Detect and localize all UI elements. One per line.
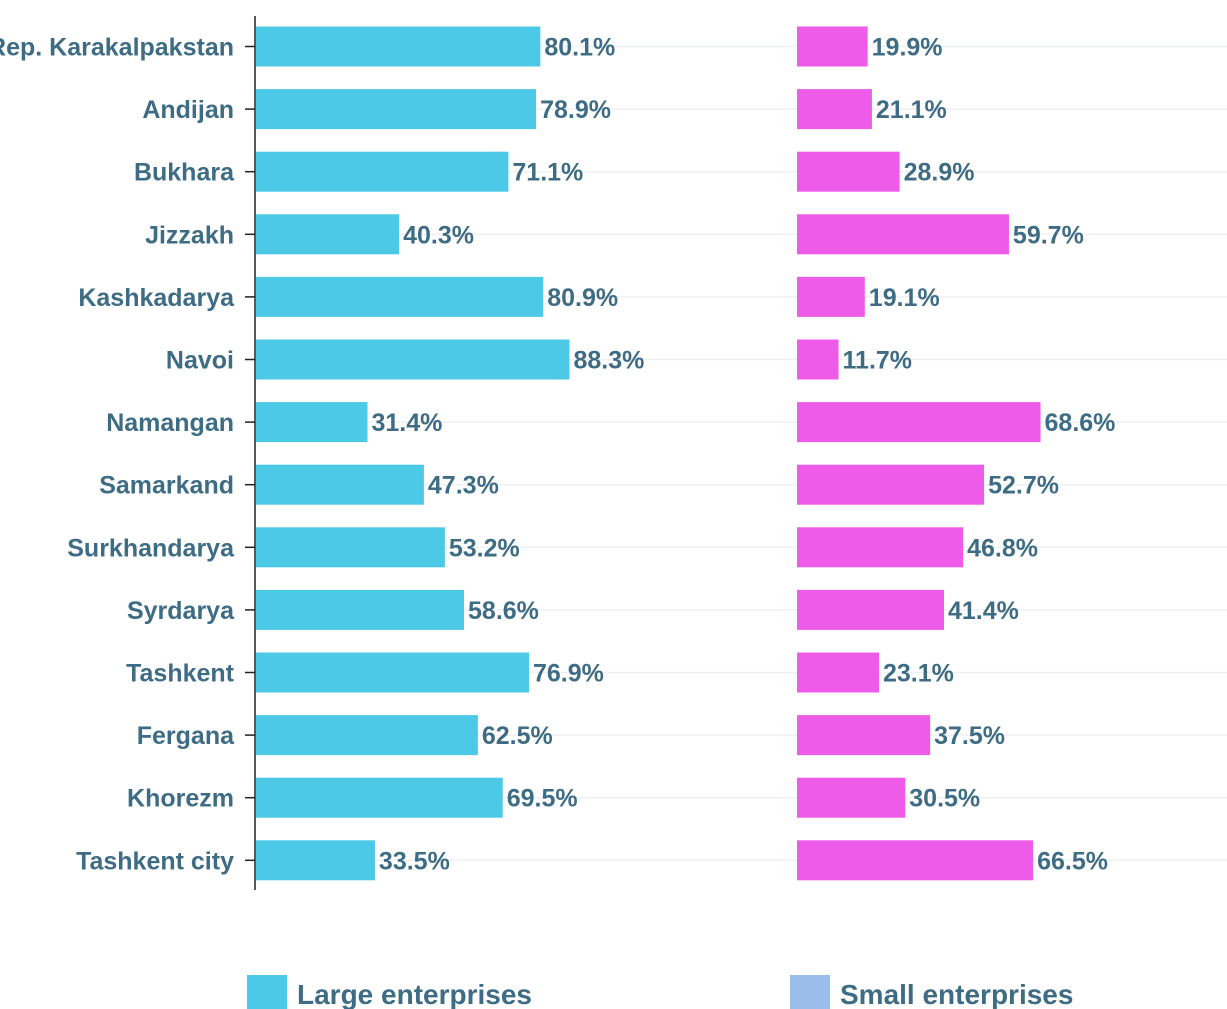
bar-large-enterprises	[256, 777, 503, 818]
data-label-large-enterprises: 88.3%	[573, 347, 644, 375]
category-label: Khorezm	[127, 785, 234, 813]
data-label-large-enterprises: 58.6%	[468, 597, 539, 625]
legend-swatch-small-enterprises	[790, 975, 830, 1009]
data-label-small-enterprises: 68.6%	[1045, 409, 1116, 437]
bar-large-enterprises	[256, 276, 544, 317]
data-label-small-enterprises: 41.4%	[948, 597, 1019, 625]
bar-large-enterprises	[256, 527, 445, 568]
category-label: Syrdarya	[127, 597, 235, 625]
category-label: Kashkadarya	[78, 284, 235, 312]
data-label-large-enterprises: 80.9%	[547, 284, 618, 312]
bar-small-enterprises	[797, 276, 865, 317]
bar-small-enterprises	[797, 777, 906, 818]
data-label-small-enterprises: 66.5%	[1037, 847, 1108, 875]
data-label-small-enterprises: 37.5%	[934, 722, 1005, 750]
bar-large-enterprises	[256, 26, 541, 67]
data-label-small-enterprises: 19.9%	[872, 34, 943, 62]
data-label-large-enterprises: 78.9%	[540, 96, 611, 124]
bar-large-enterprises	[256, 339, 570, 380]
data-label-large-enterprises: 33.5%	[379, 847, 450, 875]
data-label-small-enterprises: 11.7%	[843, 347, 913, 375]
bar-large-enterprises	[256, 402, 368, 443]
data-label-small-enterprises: 23.1%	[883, 660, 954, 688]
legend: Large enterprises Small enterprises	[247, 975, 1073, 1009]
legend-label-small-enterprises: Small enterprises	[840, 979, 1073, 1009]
category-label: Tashkent	[126, 660, 235, 688]
bar-large-enterprises	[256, 589, 465, 630]
category-label: Rep. Karakalpakstan	[0, 34, 234, 62]
bar-large-enterprises	[256, 214, 400, 255]
bar-small-enterprises	[797, 402, 1041, 443]
data-label-small-enterprises: 21.1%	[876, 96, 947, 124]
bar-small-enterprises	[797, 464, 985, 505]
data-label-large-enterprises: 53.2%	[449, 534, 520, 562]
bar-small-enterprises	[797, 214, 1009, 255]
bar-large-enterprises	[256, 89, 537, 130]
category-label: Jizzakh	[145, 221, 234, 249]
data-label-large-enterprises: 62.5%	[482, 722, 553, 750]
data-label-large-enterprises: 76.9%	[533, 660, 604, 688]
data-label-small-enterprises: 52.7%	[988, 472, 1059, 500]
legend-label-large-enterprises: Large enterprises	[297, 979, 532, 1009]
bar-small-enterprises	[797, 89, 872, 130]
data-label-small-enterprises: 59.7%	[1013, 221, 1084, 249]
bar-small-enterprises	[797, 589, 944, 630]
bar-large-enterprises	[256, 464, 424, 505]
bar-small-enterprises	[797, 715, 931, 756]
data-label-large-enterprises: 80.1%	[544, 34, 615, 62]
bar-small-enterprises	[797, 840, 1034, 881]
bar-small-enterprises	[797, 652, 880, 693]
bar-large-enterprises	[256, 840, 375, 881]
category-label: Tashkent city	[76, 847, 234, 875]
category-label: Fergana	[137, 722, 235, 750]
bar-small-enterprises	[797, 26, 868, 67]
category-label: Andijan	[142, 96, 234, 124]
data-label-small-enterprises: 46.8%	[967, 534, 1038, 562]
data-label-large-enterprises: 40.3%	[403, 221, 474, 249]
data-label-small-enterprises: 30.5%	[909, 785, 980, 813]
data-label-large-enterprises: 47.3%	[428, 472, 499, 500]
data-label-large-enterprises: 71.1%	[512, 159, 583, 187]
data-label-small-enterprises: 28.9%	[904, 159, 975, 187]
category-label: Surkhandarya	[67, 534, 235, 562]
category-axis: Rep. Karakalpakstan Andijan Bukhara Jizzakh…	[0, 16, 256, 890]
bar-small-enterprises	[797, 339, 839, 380]
data-label-large-enterprises: 69.5%	[507, 785, 578, 813]
category-label: Namangan	[106, 409, 234, 437]
data-label-large-enterprises: 31.4%	[371, 409, 442, 437]
category-label: Samarkand	[99, 472, 234, 500]
category-label: Bukhara	[134, 159, 235, 187]
small-enterprises-panel: 19.9% 21.1% 28.9% 59.7% 19.1% 11.7% 68.6% 52.7%…	[797, 26, 1116, 881]
category-label: Navoi	[166, 347, 234, 375]
bar-large-enterprises	[256, 652, 529, 693]
bar-small-enterprises	[797, 151, 900, 192]
bar-large-enterprises	[256, 151, 509, 192]
bar-small-enterprises	[797, 527, 964, 568]
legend-swatch-large-enterprises	[247, 975, 287, 1009]
bar-large-enterprises	[256, 715, 478, 756]
large-enterprises-panel: 80.1% 78.9% 71.1% 40.3% 80.9% 88.3% 31.4% 47.3%…	[256, 26, 644, 881]
data-label-small-enterprises: 19.1%	[869, 284, 940, 312]
